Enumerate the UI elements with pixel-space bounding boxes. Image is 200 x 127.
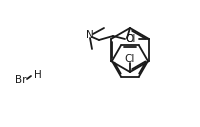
Text: Cl: Cl [125,54,135,64]
Text: Br: Br [15,75,26,85]
Text: N: N [86,30,94,40]
Text: H: H [34,70,42,80]
Text: Cl: Cl [126,34,136,44]
Text: O: O [125,34,133,44]
